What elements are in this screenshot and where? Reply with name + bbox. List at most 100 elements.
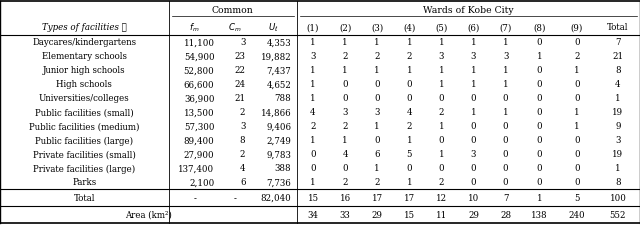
Text: 4: 4 <box>615 80 621 89</box>
Text: 0: 0 <box>574 164 580 173</box>
Text: 22: 22 <box>234 66 245 75</box>
Text: 0: 0 <box>470 178 476 187</box>
Text: 0: 0 <box>438 94 444 103</box>
Text: 34: 34 <box>308 210 319 219</box>
Text: 17: 17 <box>404 193 415 202</box>
Text: 2: 2 <box>342 122 348 131</box>
Text: 28: 28 <box>500 210 511 219</box>
Text: 66,600: 66,600 <box>184 80 214 89</box>
Text: 8: 8 <box>615 178 621 187</box>
Text: 1: 1 <box>374 38 380 47</box>
Text: 1: 1 <box>503 108 508 117</box>
Text: 1: 1 <box>438 66 444 75</box>
Text: 0: 0 <box>374 136 380 145</box>
Text: 2: 2 <box>438 108 444 117</box>
Text: 7,437: 7,437 <box>266 66 291 75</box>
Text: 0: 0 <box>342 80 348 89</box>
Text: 138: 138 <box>531 210 548 219</box>
Text: Types of facilities ℓ: Types of facilities ℓ <box>42 23 127 32</box>
Text: 13,500: 13,500 <box>184 108 214 117</box>
Text: 14,866: 14,866 <box>260 108 291 117</box>
Text: 0: 0 <box>537 108 543 117</box>
Text: 0: 0 <box>470 164 476 173</box>
Text: 0: 0 <box>406 80 412 89</box>
Text: 16: 16 <box>339 193 351 202</box>
Text: 1: 1 <box>342 66 348 75</box>
Text: 1: 1 <box>310 136 316 145</box>
Text: 19: 19 <box>612 150 623 159</box>
Text: 0: 0 <box>537 164 543 173</box>
Text: 1: 1 <box>503 80 508 89</box>
Text: Junior high schools: Junior high schools <box>43 66 125 75</box>
Text: 7,736: 7,736 <box>266 178 291 187</box>
Text: Public facilities (large): Public facilities (large) <box>35 136 133 145</box>
Text: 1: 1 <box>574 108 580 117</box>
Text: 12: 12 <box>436 193 447 202</box>
Text: 0: 0 <box>470 94 476 103</box>
Text: 2: 2 <box>374 178 380 187</box>
Text: 0: 0 <box>537 66 543 75</box>
Text: 0: 0 <box>503 136 508 145</box>
Text: 0: 0 <box>342 94 348 103</box>
Text: 240: 240 <box>568 210 585 219</box>
Text: 2: 2 <box>310 122 316 131</box>
Text: 6: 6 <box>374 150 380 159</box>
Text: 4: 4 <box>406 108 412 117</box>
Text: 2: 2 <box>374 52 380 61</box>
Text: 15: 15 <box>404 210 415 219</box>
Text: 1: 1 <box>310 80 316 89</box>
Text: (6): (6) <box>467 23 479 32</box>
Text: High schools: High schools <box>56 80 112 89</box>
Text: 388: 388 <box>275 164 291 173</box>
Text: 1: 1 <box>615 164 621 173</box>
Text: 7: 7 <box>503 193 508 202</box>
Text: Private facilities (small): Private facilities (small) <box>33 150 136 159</box>
Text: 9: 9 <box>615 122 621 131</box>
Text: Public facilities (medium): Public facilities (medium) <box>29 122 140 131</box>
Text: 0: 0 <box>537 38 543 47</box>
Text: 137,400: 137,400 <box>179 164 214 173</box>
Text: 2: 2 <box>240 108 245 117</box>
Text: 0: 0 <box>470 122 476 131</box>
Text: 0: 0 <box>503 150 508 159</box>
Text: 0: 0 <box>406 94 412 103</box>
Text: 0: 0 <box>537 122 543 131</box>
Text: 0: 0 <box>438 136 444 145</box>
Text: 0: 0 <box>537 136 543 145</box>
Text: 0: 0 <box>574 94 580 103</box>
Text: 3: 3 <box>503 52 508 61</box>
Text: 10: 10 <box>468 193 479 202</box>
Text: 2,100: 2,100 <box>189 178 214 187</box>
Text: 15: 15 <box>307 193 319 202</box>
Text: 0: 0 <box>537 94 543 103</box>
Text: Area (km²): Area (km²) <box>125 210 172 219</box>
Text: 1: 1 <box>470 80 476 89</box>
Text: Public facilities (small): Public facilities (small) <box>35 108 134 117</box>
Text: 0: 0 <box>574 150 580 159</box>
Text: 1: 1 <box>310 178 316 187</box>
Text: 1: 1 <box>374 164 380 173</box>
Text: 0: 0 <box>503 94 508 103</box>
Text: 1: 1 <box>574 66 580 75</box>
Text: 1: 1 <box>342 38 348 47</box>
Text: Universities/colleges: Universities/colleges <box>39 94 130 103</box>
Text: (3): (3) <box>371 23 383 32</box>
Text: 3: 3 <box>471 150 476 159</box>
Text: 54,900: 54,900 <box>184 52 214 61</box>
Text: 9,406: 9,406 <box>266 122 291 131</box>
Text: 2,749: 2,749 <box>266 136 291 145</box>
Text: 3: 3 <box>471 52 476 61</box>
Text: 1: 1 <box>406 66 412 75</box>
Text: 0: 0 <box>374 80 380 89</box>
Text: (5): (5) <box>435 23 447 32</box>
Text: 11: 11 <box>436 210 447 219</box>
Text: 6: 6 <box>240 178 245 187</box>
Text: 0: 0 <box>310 150 316 159</box>
Text: 4: 4 <box>240 164 245 173</box>
Text: 1: 1 <box>438 38 444 47</box>
Text: 788: 788 <box>275 94 291 103</box>
Text: 1: 1 <box>438 80 444 89</box>
Text: 2: 2 <box>406 122 412 131</box>
Text: 24: 24 <box>234 80 245 89</box>
Text: 8: 8 <box>615 66 621 75</box>
